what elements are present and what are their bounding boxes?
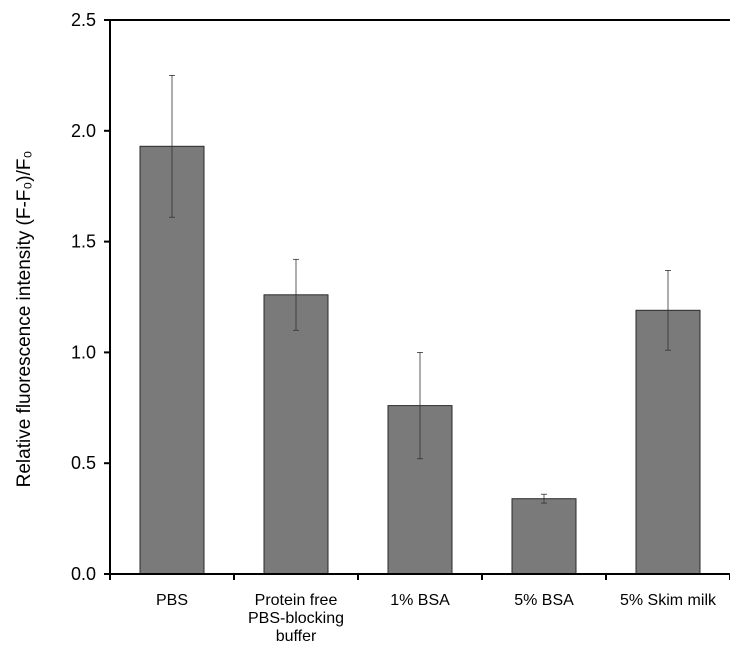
labels-layer: PBS Protein free PBS-blocking buffer 1% BSA 5… (71, 10, 717, 645)
y-tick-label: 2.5 (71, 10, 96, 30)
x-tick-label: 1% BSA (390, 592, 450, 609)
axes-layer (104, 19, 730, 580)
x-tick-label: PBS (156, 592, 188, 609)
x-tick-label: 5% BSA (514, 592, 574, 609)
x-tick-label: 5% Skim milk (620, 592, 717, 609)
y-tick-label: 2.0 (71, 121, 96, 141)
x-tick-label: Protein free PBS-blocking buffer (248, 592, 344, 645)
bars-layer (139, 145, 701, 575)
error-bars-layer (169, 75, 671, 504)
y-tick-label: 1.0 (71, 342, 96, 362)
bar (263, 294, 329, 575)
y-tick-label: 1.5 (71, 232, 96, 252)
y-axis-label: Relative fluorescence intensity (F-F₀)/F… (14, 151, 35, 488)
bar (635, 309, 701, 575)
bar (511, 498, 577, 575)
y-tick-label: 0.0 (71, 564, 96, 584)
y-tick-label: 0.5 (71, 453, 96, 473)
